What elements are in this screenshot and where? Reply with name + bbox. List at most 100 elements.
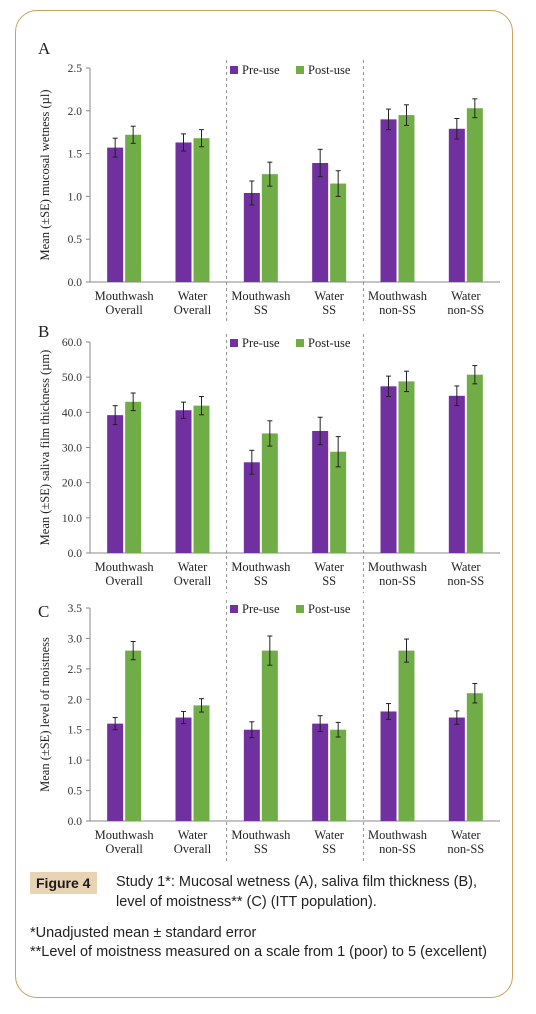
bar-pre-use [175, 410, 192, 553]
bar-post-use [193, 705, 210, 821]
y-tick-label: 0.5 [68, 786, 83, 798]
bar-pre-use [448, 717, 465, 821]
x-category-label: Water non-SS [447, 828, 484, 856]
x-category-label: Water SS [314, 289, 344, 317]
bar-pre-use [243, 729, 260, 821]
x-category-label: Water non-SS [447, 289, 484, 317]
y-tick-label: 40.0 [62, 407, 82, 419]
bar-post-use [466, 108, 483, 283]
y-tick-label: 2.0 [68, 694, 83, 706]
legend-label: Pre-use [242, 63, 280, 77]
x-category-label: Water non-SS [447, 560, 484, 588]
legend: Pre-use Post-use [230, 602, 351, 616]
panel-label: C [38, 602, 49, 621]
x-category-label: Mouthwash Overall [95, 560, 155, 588]
legend-swatch [230, 339, 238, 347]
y-tick-label: 50.0 [62, 372, 82, 384]
figure-charts: A 0.0 0.5 1.0 1.5 2.0 2.5 Mean (±SE) mucosal we… [38, 39, 500, 861]
bar-pre-use [380, 711, 397, 821]
bar-post-use [193, 405, 210, 553]
bar-pre-use [312, 723, 329, 821]
bar-post-use [398, 381, 415, 553]
y-tick-label: 1.0 [68, 191, 83, 203]
bar-pre-use [312, 430, 329, 553]
bar-pre-use [380, 386, 397, 553]
bar-post-use [330, 729, 347, 821]
bar-post-use [125, 401, 142, 553]
y-axis-label: Mean (±SE) level of moistness [38, 637, 52, 792]
y-tick-label: 0.0 [68, 277, 83, 289]
y-tick-label: 30.0 [62, 443, 82, 455]
y-tick-label: 0.0 [68, 548, 83, 560]
footnote-se: *Unadjusted mean ± standard error [30, 925, 257, 941]
y-axis-label: Mean (±SE) mucosal wetness (µl) [38, 90, 52, 261]
bar-pre-use [243, 462, 260, 553]
legend-swatch [296, 339, 304, 347]
x-category-label: Water Overall [174, 289, 212, 317]
legend-label: Post-use [308, 602, 351, 616]
panel-label: B [38, 322, 49, 341]
bar-post-use [398, 115, 415, 282]
bar-post-use [125, 650, 142, 821]
y-tick-label: 10.0 [62, 513, 82, 525]
x-category-label: Water Overall [174, 828, 212, 856]
legend-label: Pre-use [242, 336, 280, 350]
figure-notes: *Unadjusted mean ± standard error **Leve… [30, 924, 500, 962]
bar-post-use [261, 174, 278, 282]
bar-post-use [125, 134, 142, 282]
bar-post-use [466, 693, 483, 821]
bar-pre-use [107, 147, 124, 282]
bar-pre-use [243, 192, 260, 282]
chart-panel-a: A 0.0 0.5 1.0 1.5 2.0 2.5 Mean (±SE) mucosal we… [38, 39, 500, 322]
legend-swatch [230, 66, 238, 74]
x-category-label: Mouthwash Overall [95, 289, 155, 317]
legend-label: Post-use [308, 63, 351, 77]
y-tick-label: 2.5 [68, 664, 83, 676]
bar-pre-use [175, 717, 192, 821]
bar-pre-use [380, 119, 397, 282]
legend-swatch [230, 605, 238, 613]
x-category-label: Water Overall [174, 560, 212, 588]
y-tick-label: 2.0 [68, 106, 83, 118]
panel-label: A [38, 39, 51, 58]
y-tick-label: 3.5 [68, 603, 83, 615]
bar-pre-use [107, 723, 124, 821]
x-category-label: Mouthwash non-SS [368, 560, 428, 588]
figure-label: Figure 4 [30, 872, 98, 894]
bar-pre-use [448, 395, 465, 553]
legend-label: Post-use [308, 336, 351, 350]
legend: Pre-use Post-use [230, 63, 351, 77]
bar-pre-use [107, 415, 124, 553]
x-category-label: Water SS [314, 828, 344, 856]
footnote-moistness: **Level of moistness measured on a scale… [30, 944, 487, 960]
bar-pre-use [175, 142, 192, 282]
bar-post-use [330, 183, 347, 282]
y-tick-label: 60.0 [62, 337, 82, 349]
legend-swatch [296, 605, 304, 613]
figure-caption-text: Study 1*: Mucosal wetness (A), saliva fi… [116, 874, 478, 910]
bar-post-use [466, 374, 483, 553]
legend: Pre-use Post-use [230, 336, 351, 350]
y-tick-label: 20.0 [62, 478, 82, 490]
y-tick-label: 0.0 [68, 816, 83, 828]
bar-pre-use [448, 128, 465, 282]
x-category-label: Mouthwash Overall [95, 828, 155, 856]
x-category-label: Mouthwash non-SS [368, 828, 428, 856]
x-category-label: Mouthwash SS [231, 560, 291, 588]
x-category-label: Mouthwash SS [231, 828, 291, 856]
x-category-label: Mouthwash non-SS [368, 289, 428, 317]
legend-label: Pre-use [242, 602, 280, 616]
bar-post-use [330, 451, 347, 553]
bar-post-use [398, 650, 415, 821]
bar-post-use [261, 433, 278, 553]
y-tick-label: 1.0 [68, 755, 83, 767]
x-category-label: Mouthwash SS [231, 289, 291, 317]
legend-swatch [296, 66, 304, 74]
y-tick-label: 2.5 [68, 63, 83, 75]
y-tick-label: 3.0 [68, 633, 83, 645]
y-tick-label: 0.5 [68, 234, 83, 246]
y-tick-label: 1.5 [68, 725, 83, 737]
bar-post-use [261, 650, 278, 821]
bar-post-use [193, 138, 210, 282]
chart-panel-b: B 0.0 10.0 20.0 30.0 40.0 50.0 60.0 Mean (±SE) s… [38, 322, 500, 593]
